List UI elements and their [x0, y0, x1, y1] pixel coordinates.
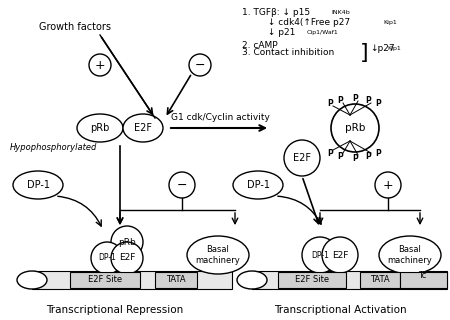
Circle shape — [189, 54, 211, 76]
Bar — [155, 272, 197, 288]
Text: P: P — [365, 151, 371, 161]
Circle shape — [111, 226, 143, 258]
Text: ↓ p21: ↓ p21 — [242, 28, 295, 37]
Text: E2F: E2F — [293, 153, 311, 163]
Text: ↓ cdk4(↑Free p27: ↓ cdk4(↑Free p27 — [242, 18, 350, 27]
Text: E2F Site: E2F Site — [88, 276, 122, 284]
Text: 3. Contact inhibition: 3. Contact inhibition — [242, 48, 334, 57]
Text: +: + — [94, 59, 105, 71]
Bar — [360, 272, 400, 288]
Ellipse shape — [123, 114, 163, 142]
Circle shape — [284, 140, 320, 176]
Text: 1. TGFβ: ↓ p15: 1. TGFβ: ↓ p15 — [242, 8, 310, 17]
Bar — [32, 271, 232, 289]
Text: Transcriptional Repression: Transcriptional Repression — [46, 305, 184, 315]
Text: Transcriptional Activation: Transcriptional Activation — [274, 305, 406, 315]
Text: pRb: pRb — [118, 237, 136, 246]
Circle shape — [375, 172, 401, 198]
Text: DP-1: DP-1 — [98, 253, 116, 262]
Text: P: P — [327, 148, 333, 157]
Text: Tc: Tc — [418, 270, 426, 279]
Text: INK4b: INK4b — [331, 10, 350, 15]
Text: E2F: E2F — [119, 253, 135, 262]
Text: E2F: E2F — [134, 123, 152, 133]
Text: Cip1/Waf1: Cip1/Waf1 — [307, 30, 339, 35]
Text: pRb: pRb — [345, 123, 365, 133]
Circle shape — [89, 54, 111, 76]
Circle shape — [169, 172, 195, 198]
Bar — [400, 272, 447, 288]
Ellipse shape — [233, 171, 283, 199]
Text: DP-1: DP-1 — [311, 251, 329, 260]
Circle shape — [302, 237, 338, 273]
Text: −: − — [195, 59, 205, 71]
Text: P: P — [337, 95, 343, 105]
Text: ↓p27: ↓p27 — [370, 44, 395, 53]
Text: DP-1: DP-1 — [27, 180, 50, 190]
Text: Hypophosphorylated: Hypophosphorylated — [10, 143, 97, 152]
Text: E2F Site: E2F Site — [295, 276, 329, 284]
Bar — [252, 271, 447, 289]
Text: +: + — [382, 179, 393, 191]
Ellipse shape — [13, 171, 63, 199]
Circle shape — [331, 104, 379, 152]
Text: TATA: TATA — [370, 276, 390, 284]
Text: P: P — [365, 95, 371, 105]
Bar — [278, 272, 346, 288]
Ellipse shape — [17, 271, 47, 289]
Text: Basal
machinery: Basal machinery — [387, 245, 432, 265]
Circle shape — [111, 242, 143, 274]
Bar — [70, 272, 140, 288]
Text: pRb: pRb — [90, 123, 110, 133]
Text: TATA: TATA — [166, 276, 186, 284]
Ellipse shape — [187, 236, 249, 274]
Text: ]: ] — [360, 43, 369, 63]
Ellipse shape — [77, 114, 123, 142]
Text: P: P — [327, 99, 333, 108]
Text: DP-1: DP-1 — [247, 180, 270, 190]
Text: −: − — [177, 179, 187, 191]
Circle shape — [322, 237, 358, 273]
Text: P: P — [352, 93, 358, 102]
Text: G1 cdk/Cyclin activity: G1 cdk/Cyclin activity — [171, 113, 270, 122]
Ellipse shape — [237, 271, 267, 289]
Text: Growth factors: Growth factors — [39, 22, 111, 32]
Text: P: P — [375, 99, 381, 108]
Text: Basal
machinery: Basal machinery — [196, 245, 240, 265]
Text: Kip1: Kip1 — [387, 46, 401, 51]
Circle shape — [91, 242, 123, 274]
Text: P: P — [337, 151, 343, 161]
Text: Kip1: Kip1 — [383, 20, 397, 25]
Text: 2. cAMP: 2. cAMP — [242, 41, 278, 50]
Ellipse shape — [379, 236, 441, 274]
Text: P: P — [352, 154, 358, 163]
Text: E2F: E2F — [332, 251, 348, 260]
Text: P: P — [375, 148, 381, 157]
